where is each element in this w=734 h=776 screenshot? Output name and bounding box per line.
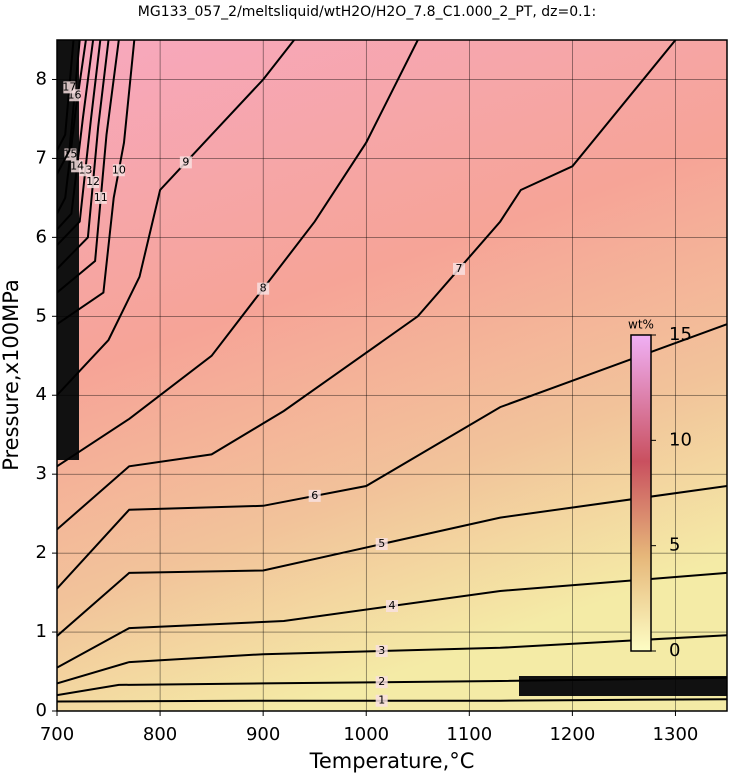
contour-label: 7 xyxy=(456,262,463,275)
contour-label: 1 xyxy=(378,694,385,707)
dense-contours xyxy=(57,40,79,460)
contour-line xyxy=(57,40,136,326)
contour-label: 12 xyxy=(86,175,100,188)
contour-label-bg xyxy=(375,676,388,689)
x-tick-label: 700 xyxy=(40,724,74,745)
chart-title: MG133_057_2/meltsliquid/wtH2O/H2O_7.8_C1… xyxy=(138,4,596,20)
contour-label-bg xyxy=(63,81,76,94)
contour-label: 11 xyxy=(94,191,108,204)
y-tick-label: 5 xyxy=(36,305,47,326)
contour-label: 2 xyxy=(378,675,385,688)
y-tick-label: 6 xyxy=(36,226,47,247)
x-axis-label: Temperature,°C xyxy=(309,749,475,773)
colorbar xyxy=(630,334,652,652)
contour-label: 3 xyxy=(378,644,385,657)
contour-label-bg xyxy=(453,262,465,275)
contour-line xyxy=(57,40,677,531)
x-tick-label: 800 xyxy=(143,724,177,745)
contour-label: 10 xyxy=(112,163,126,176)
contour-label-bg xyxy=(94,191,107,204)
colorbar-tick-label: 0 xyxy=(669,640,680,661)
y-tick-label: 2 xyxy=(36,542,47,563)
y-tick-label: 1 xyxy=(36,621,47,642)
y-tick-label: 7 xyxy=(36,147,47,168)
contour-line xyxy=(57,40,75,151)
contour-label-bg xyxy=(87,176,100,189)
contour-label: 4 xyxy=(389,599,396,612)
contour-label: 6 xyxy=(311,489,318,502)
contour-label-bg xyxy=(64,148,77,161)
contour-label: 17 xyxy=(62,80,76,93)
contour-line xyxy=(57,634,727,685)
contour-label-bg xyxy=(375,645,388,658)
contour-label: 8 xyxy=(260,282,267,295)
contour-label-bg xyxy=(375,694,388,707)
y-tick-label: 8 xyxy=(36,68,47,89)
plot-background xyxy=(57,40,727,711)
contour-line xyxy=(57,485,727,637)
contour-label-bg xyxy=(71,160,84,173)
contour-label-bg xyxy=(179,156,192,169)
contour-label-bg xyxy=(308,489,321,502)
colorbar-tick-label: 10 xyxy=(669,429,692,450)
x-tick-label: 1100 xyxy=(446,724,492,745)
plot-frame xyxy=(56,39,728,712)
contour-line xyxy=(57,40,81,175)
colorbar-label: wt% xyxy=(628,318,654,332)
x-tick-label: 900 xyxy=(246,724,280,745)
contour-label: 14 xyxy=(70,159,84,172)
contour-line xyxy=(57,40,295,396)
contour-label-bg xyxy=(375,538,388,551)
colorbar-tick-label: 15 xyxy=(669,324,692,345)
contour-label-bg xyxy=(112,164,125,177)
contour-line xyxy=(57,571,727,669)
y-tick-label: 3 xyxy=(36,463,47,484)
x-tick-label: 1300 xyxy=(653,724,699,745)
contour-line xyxy=(57,676,727,697)
contour-label: 9 xyxy=(182,155,189,168)
y-tick-label: 4 xyxy=(36,384,47,405)
contour-label: 5 xyxy=(378,537,385,550)
contour-label-bg xyxy=(386,600,398,613)
contour-label-bg xyxy=(257,282,270,295)
x-tick-label: 1000 xyxy=(343,724,389,745)
y-tick-label: 0 xyxy=(36,700,47,721)
colorbar-tick-label: 5 xyxy=(669,535,680,556)
y-axis-label: Pressure,x100MPa xyxy=(0,279,23,471)
x-tick-label: 1200 xyxy=(549,724,595,745)
